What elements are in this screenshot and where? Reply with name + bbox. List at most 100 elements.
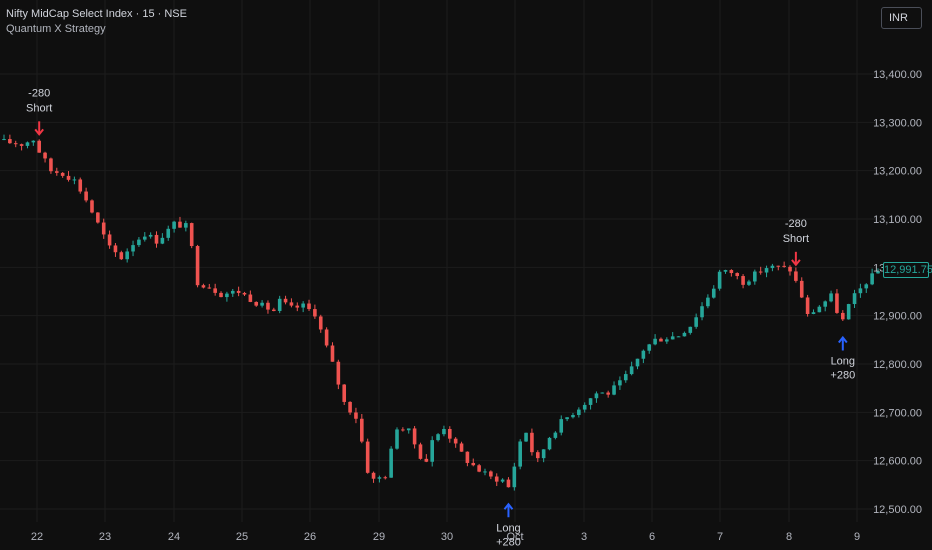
candle-body <box>219 292 223 298</box>
candle-body <box>2 139 6 141</box>
candle-body <box>43 152 47 159</box>
candle <box>424 454 429 463</box>
candle-body <box>641 350 646 359</box>
candle-body <box>618 380 622 386</box>
candle <box>629 361 634 376</box>
candle <box>336 359 341 390</box>
candle <box>483 468 487 476</box>
candle <box>260 300 264 308</box>
symbol-title[interactable]: Nifty MidCap Select Index · 15 · NSE <box>6 8 187 20</box>
candle <box>60 172 65 178</box>
signal-label: Long <box>496 522 520 534</box>
candle-body <box>805 297 810 315</box>
time-axis[interactable]: 22 23 24 25 26 29 30 Oct 3 6 7 8 9 <box>31 531 860 543</box>
candle-body <box>588 398 593 405</box>
candle <box>758 266 763 275</box>
candle <box>535 450 540 463</box>
candle <box>600 392 605 394</box>
candle <box>665 337 669 344</box>
candle <box>2 134 6 141</box>
candle <box>500 478 505 484</box>
candle <box>383 475 388 480</box>
candle <box>870 268 874 286</box>
candle-body <box>324 329 329 346</box>
candle-body <box>225 293 229 298</box>
time-tick-label: 8 <box>786 531 792 543</box>
price-axis[interactable]: 13,400.0013,300.0013,200.0013,100.0013,0… <box>873 69 922 516</box>
candle <box>706 294 710 309</box>
candle-body <box>758 271 763 273</box>
price-tick-label: 12,800.00 <box>873 359 922 371</box>
candle-body <box>735 273 740 277</box>
candle-body <box>659 338 663 342</box>
candle <box>43 151 47 163</box>
candle <box>489 470 493 480</box>
candle-body <box>371 472 376 479</box>
candle <box>841 310 845 322</box>
candles <box>2 134 880 491</box>
candle-body <box>207 287 212 289</box>
price-tick-label: 13,100.00 <box>873 214 922 226</box>
candle <box>582 402 587 413</box>
candle <box>565 417 569 422</box>
candle-body <box>494 476 499 482</box>
candle-body <box>571 414 575 418</box>
currency-button[interactable]: INR <box>881 7 922 29</box>
candle <box>277 295 282 314</box>
candle-body <box>577 409 581 415</box>
time-tick-label: 7 <box>717 531 723 543</box>
candle <box>471 458 476 467</box>
candle <box>723 269 728 274</box>
candle-body <box>184 223 188 228</box>
candle <box>307 299 311 311</box>
indicator-label[interactable]: Quantum X Strategy <box>6 23 106 35</box>
candle-body <box>799 280 804 298</box>
candle <box>213 283 217 296</box>
candle-body <box>723 270 728 272</box>
candle <box>805 294 810 317</box>
candle-body <box>530 432 534 453</box>
candle <box>78 177 83 194</box>
long-arrow-icon <box>838 335 848 344</box>
candle <box>553 431 558 440</box>
candle-body <box>711 288 716 298</box>
candle-body <box>770 265 775 269</box>
candle-body <box>858 288 863 294</box>
candle <box>154 231 159 248</box>
candle <box>283 295 288 305</box>
candle-body <box>864 284 869 289</box>
candle <box>54 167 59 176</box>
candle-body <box>154 234 159 244</box>
signal-qty: -280 <box>785 218 807 230</box>
candle <box>494 473 499 487</box>
candle-body <box>500 479 505 482</box>
candle <box>236 286 241 297</box>
candle-body <box>430 440 435 462</box>
candle-body <box>412 428 417 445</box>
candle-body <box>817 306 822 313</box>
candle <box>137 237 141 247</box>
candle-body <box>729 270 734 274</box>
candle-body <box>377 477 382 479</box>
candle <box>782 261 786 268</box>
candle-body <box>37 140 41 153</box>
candle-body <box>635 358 640 367</box>
candle-body <box>354 412 358 419</box>
candle <box>324 327 329 348</box>
candle <box>101 218 106 239</box>
candle-body <box>348 401 352 413</box>
candle <box>694 313 698 329</box>
candle <box>371 471 376 483</box>
candle <box>330 342 335 362</box>
candle <box>189 222 194 249</box>
candle-body <box>107 234 112 246</box>
trade-signals: -280 Short Long +280 -280 Short Long +280 <box>26 87 855 548</box>
signal-qty: -280 <box>28 87 50 99</box>
candle <box>829 290 833 303</box>
time-tick-label: 25 <box>236 531 248 543</box>
grid <box>0 0 876 522</box>
candle-body <box>841 312 845 320</box>
candle-body <box>160 237 165 244</box>
